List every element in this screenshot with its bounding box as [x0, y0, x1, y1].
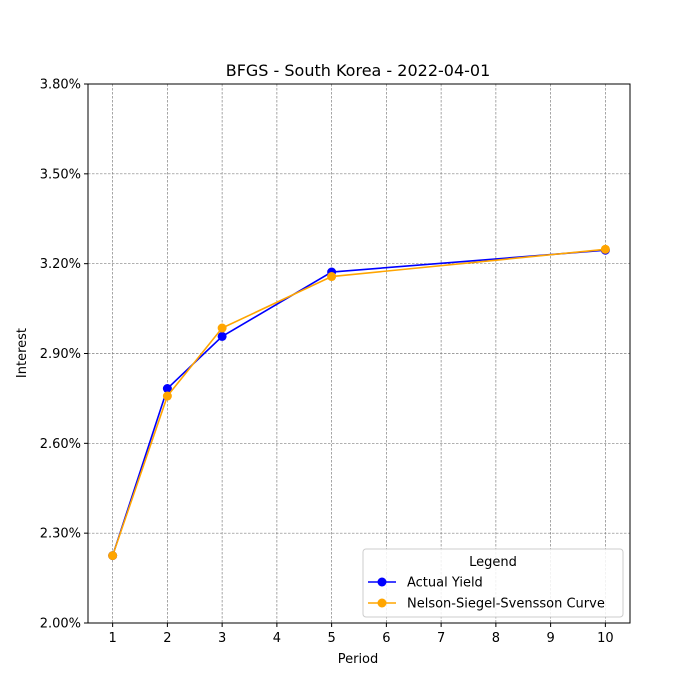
legend-entry-label: Actual Yield [407, 576, 483, 591]
legend-swatch-marker [377, 598, 387, 608]
legend: Legend Actual Yield Nelson-Siegel-Svensson… [362, 548, 624, 618]
y-tick-label: 2.90% [40, 347, 81, 362]
x-tick-label: 6 [382, 631, 390, 646]
y-tick-label: 3.20% [40, 257, 81, 272]
series-2-point [162, 391, 172, 401]
x-tick-label: 1 [108, 631, 116, 646]
x-tick-label: 7 [437, 631, 445, 646]
x-tick-label: 10 [597, 631, 614, 646]
series-1-point [217, 331, 227, 341]
legend-swatch-marker [377, 577, 387, 587]
y-tick-label: 3.80% [40, 78, 81, 93]
series-1-point [162, 384, 172, 394]
x-tick-label: 3 [218, 631, 226, 646]
x-tick-label: 5 [327, 631, 335, 646]
y-tick-label: 3.50% [40, 167, 81, 182]
series-2-point [327, 272, 337, 282]
legend-title: Legend [469, 555, 517, 570]
series-2-point [217, 323, 227, 333]
x-tick-label: 9 [546, 631, 554, 646]
y-tick-label: 2.00% [40, 617, 81, 632]
x-tick-label: 8 [492, 631, 500, 646]
y-axis-label: Interest [15, 328, 30, 378]
legend-entry-label: Nelson-Siegel-Svensson Curve [407, 597, 605, 612]
legend-box [362, 548, 624, 618]
x-axis-label: Period [338, 652, 379, 667]
series-2-point [108, 551, 118, 561]
chart-title: BFGS - South Korea - 2022-04-01 [226, 61, 491, 80]
axes: 1 2 3 4 5 6 7 8 9 10 2.00% 2.30% 2.60% 2.90% 3.20% 3.50… [40, 78, 614, 647]
x-tick-label: 4 [273, 631, 281, 646]
x-tick-label: 2 [163, 631, 171, 646]
series-lines [108, 244, 610, 561]
y-tick-label: 2.30% [40, 527, 81, 542]
y-tick-label: 2.60% [40, 437, 81, 452]
series-2-point [600, 244, 610, 254]
